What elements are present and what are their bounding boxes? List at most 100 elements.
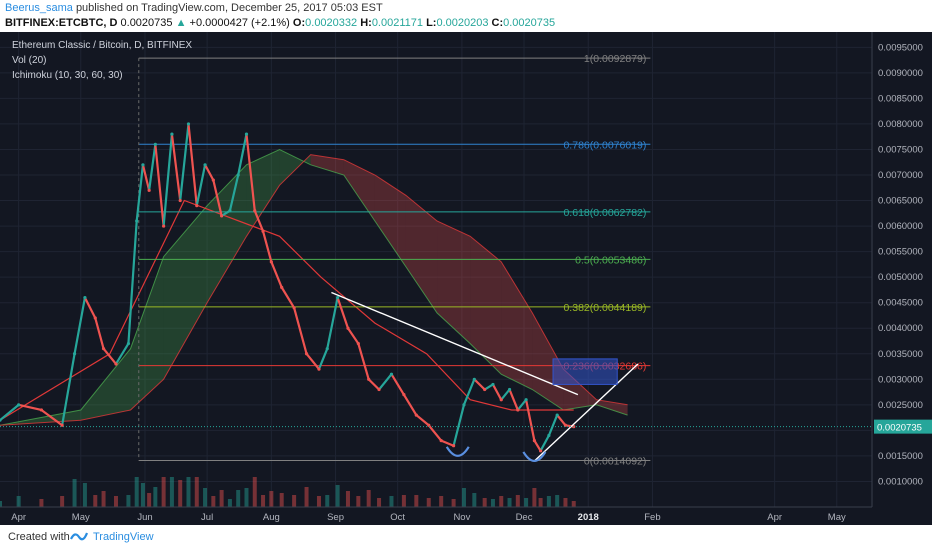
price-point bbox=[304, 352, 309, 356]
price-point bbox=[462, 403, 466, 407]
price-segment bbox=[539, 434, 550, 452]
target-box[interactable] bbox=[552, 358, 618, 385]
volume-bar bbox=[414, 495, 419, 507]
price-point bbox=[269, 260, 273, 264]
volume-bar bbox=[335, 485, 340, 507]
y-tick-label: 0.0050000 bbox=[878, 272, 923, 283]
price-segment bbox=[162, 133, 174, 228]
price-segment bbox=[179, 122, 190, 202]
publish-header: Beerus_sama published on TradingView.com… bbox=[0, 0, 932, 32]
cloud-segment bbox=[470, 236, 502, 375]
y-tick-label: 0.0060000 bbox=[878, 221, 923, 232]
price-segment bbox=[415, 413, 430, 427]
time-axis[interactable]: Apr May Jun Jul Aug Sep Oct Nov Dec 2018 Feb Apr May bbox=[11, 512, 846, 523]
bottom-arc[interactable] bbox=[445, 446, 470, 457]
cloud-segment bbox=[374, 175, 406, 267]
price-point bbox=[555, 413, 559, 417]
footer: Created with TradingView bbox=[0, 525, 932, 550]
trend-line[interactable] bbox=[331, 291, 579, 396]
x-tick-label: May bbox=[72, 512, 90, 523]
price-segment bbox=[427, 424, 443, 442]
bottom-arc[interactable] bbox=[522, 451, 547, 463]
volume-bar bbox=[563, 498, 568, 507]
rising-trend-line[interactable] bbox=[533, 363, 639, 462]
price-point bbox=[547, 433, 551, 438]
volume-bar bbox=[532, 488, 537, 507]
price-segment bbox=[0, 403, 20, 422]
drawings[interactable] bbox=[331, 291, 639, 463]
volume-bar bbox=[389, 496, 394, 507]
volume-bar bbox=[72, 479, 77, 507]
volume-bar bbox=[39, 499, 44, 507]
volume-bar bbox=[186, 477, 191, 507]
price-point bbox=[317, 367, 321, 371]
publish-line: Beerus_sama published on TradingView.com… bbox=[5, 2, 383, 14]
price-point bbox=[491, 382, 495, 387]
price-segment bbox=[228, 173, 240, 212]
last-price: 0.0020735 bbox=[120, 17, 173, 29]
volume-bar bbox=[490, 499, 495, 507]
price-point bbox=[83, 295, 87, 300]
volume-bar bbox=[227, 499, 232, 507]
price-segment bbox=[203, 163, 215, 182]
volume-bar bbox=[426, 498, 431, 507]
y-tick-label: 0.0030000 bbox=[878, 374, 923, 385]
price-point bbox=[60, 423, 64, 427]
price-point bbox=[516, 408, 520, 412]
high-label: H: bbox=[360, 17, 372, 29]
price-chart[interactable]: 1(0.0092879) 0.786(0.0076019) 0.618(0.0062… bbox=[0, 32, 932, 525]
x-tick-label: Jul bbox=[201, 512, 213, 523]
volume-bar bbox=[325, 495, 330, 507]
volume-bar bbox=[101, 491, 106, 507]
x-tick-label: Oct bbox=[390, 512, 405, 523]
volume-bar bbox=[377, 498, 382, 507]
price-segment bbox=[40, 408, 64, 427]
author-link[interactable]: Beerus_sama bbox=[5, 2, 73, 14]
price-segment bbox=[114, 342, 130, 366]
volume-bar bbox=[153, 487, 158, 507]
cloud-segment bbox=[501, 261, 533, 390]
close-value: 0.0020735 bbox=[503, 17, 556, 29]
price-segment bbox=[245, 133, 256, 212]
price-change: +0.0000427 (+2.1%) bbox=[189, 17, 290, 29]
cloud-segment bbox=[310, 154, 344, 176]
price-point bbox=[356, 341, 360, 346]
price-point bbox=[135, 219, 139, 223]
price-segment bbox=[127, 219, 138, 345]
x-tick-label: Jun bbox=[137, 512, 152, 523]
volume-bar bbox=[211, 496, 216, 507]
volume-bar bbox=[203, 488, 208, 507]
chart-area[interactable]: 1(0.0092879) 0.786(0.0076019) 0.618(0.0062… bbox=[0, 32, 932, 525]
base-line bbox=[0, 199, 574, 421]
price-segment bbox=[402, 393, 418, 417]
price-segment bbox=[94, 316, 105, 350]
x-tick-label: Aug bbox=[263, 512, 280, 523]
price-segment bbox=[237, 133, 248, 177]
volume-bar bbox=[194, 477, 199, 507]
volume-bar bbox=[507, 498, 512, 507]
price-segment bbox=[547, 413, 559, 437]
fibonacci-retracement[interactable]: 1(0.0092879) 0.786(0.0076019) 0.618(0.0062… bbox=[138, 53, 651, 468]
price-point bbox=[532, 439, 536, 443]
price-point bbox=[377, 387, 381, 392]
close-label: C: bbox=[491, 17, 504, 29]
volume-bar bbox=[82, 483, 87, 507]
volume-bar bbox=[439, 496, 444, 507]
price-point bbox=[414, 413, 418, 417]
price-point bbox=[236, 173, 240, 177]
volume-legend: Vol (20) bbox=[12, 55, 46, 66]
tradingview-link[interactable]: TradingView bbox=[93, 531, 154, 543]
price-point bbox=[524, 398, 528, 402]
fib-level-label: 0.618(0.0062782) bbox=[563, 207, 646, 219]
price-segment bbox=[17, 403, 43, 412]
price-segment bbox=[170, 133, 182, 202]
price-segment bbox=[73, 296, 87, 355]
volume-bar bbox=[515, 495, 520, 507]
price-point bbox=[114, 362, 118, 366]
tradingview-logo-icon[interactable] bbox=[70, 529, 88, 543]
price-segment bbox=[336, 296, 350, 330]
price-point bbox=[211, 178, 215, 182]
price-segment bbox=[102, 347, 118, 366]
volume-bar bbox=[178, 480, 183, 507]
price-segment bbox=[141, 163, 151, 192]
